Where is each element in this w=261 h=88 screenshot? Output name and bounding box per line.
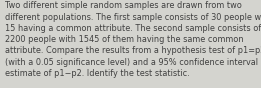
Text: Two different simple random samples are drawn from two
different populations. Th: Two different simple random samples are …: [5, 1, 261, 78]
